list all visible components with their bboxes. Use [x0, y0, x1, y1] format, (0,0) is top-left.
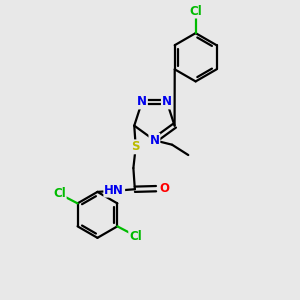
Text: Cl: Cl: [129, 230, 142, 243]
Text: N: N: [137, 95, 147, 109]
Text: N: N: [149, 134, 159, 147]
Text: Cl: Cl: [189, 4, 202, 18]
Text: Cl: Cl: [53, 187, 66, 200]
Text: O: O: [159, 182, 169, 195]
Text: N: N: [162, 95, 172, 109]
Text: HN: HN: [104, 184, 124, 196]
Text: S: S: [131, 140, 140, 153]
